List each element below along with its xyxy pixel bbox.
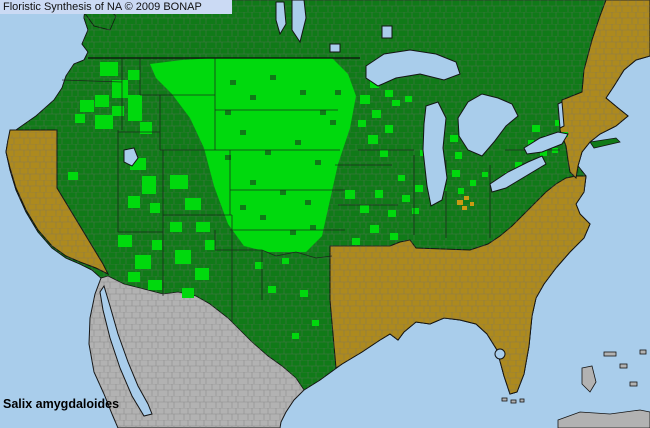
- florida-keys: [510, 399, 517, 404]
- lake-huron: [457, 93, 519, 157]
- lake-ontario: [523, 131, 569, 155]
- florida-keys: [501, 397, 508, 402]
- gulf-of-california: [99, 284, 153, 417]
- florida-keys: [519, 398, 525, 403]
- core-dark-county-speckles: [225, 75, 341, 235]
- state-boundaries: [10, 57, 560, 322]
- map-title: Floristic Synthesis of NA © 2009 BONAP: [3, 1, 202, 13]
- lake-nipigon: [381, 25, 393, 39]
- present-county-markers: [68, 58, 568, 339]
- lake-of-the-woods: [329, 43, 341, 53]
- lake-champlain: [557, 101, 565, 129]
- bahama-island: [603, 351, 617, 357]
- andros-island: [581, 365, 597, 393]
- bahama-island: [619, 363, 628, 369]
- lake-okeechobee: [494, 348, 506, 360]
- lake-winnipeg: [291, 0, 307, 44]
- rare-county-markers: [457, 196, 474, 210]
- bahama-island: [629, 381, 638, 387]
- lake-michigan: [422, 101, 448, 207]
- lake-winnipegosis: [275, 1, 287, 36]
- lake-superior: [365, 49, 461, 87]
- map-title-bar: Floristic Synthesis of NA © 2009 BONAP: [0, 0, 232, 14]
- cuba: [557, 409, 650, 428]
- lake-erie: [489, 155, 547, 193]
- lakes: [99, 0, 569, 417]
- species-label: Salix amygdaloides: [3, 397, 120, 411]
- long-island: [589, 137, 621, 149]
- bahama-island: [639, 349, 647, 355]
- islands: [501, 349, 650, 428]
- great-salt-lake: [123, 147, 139, 167]
